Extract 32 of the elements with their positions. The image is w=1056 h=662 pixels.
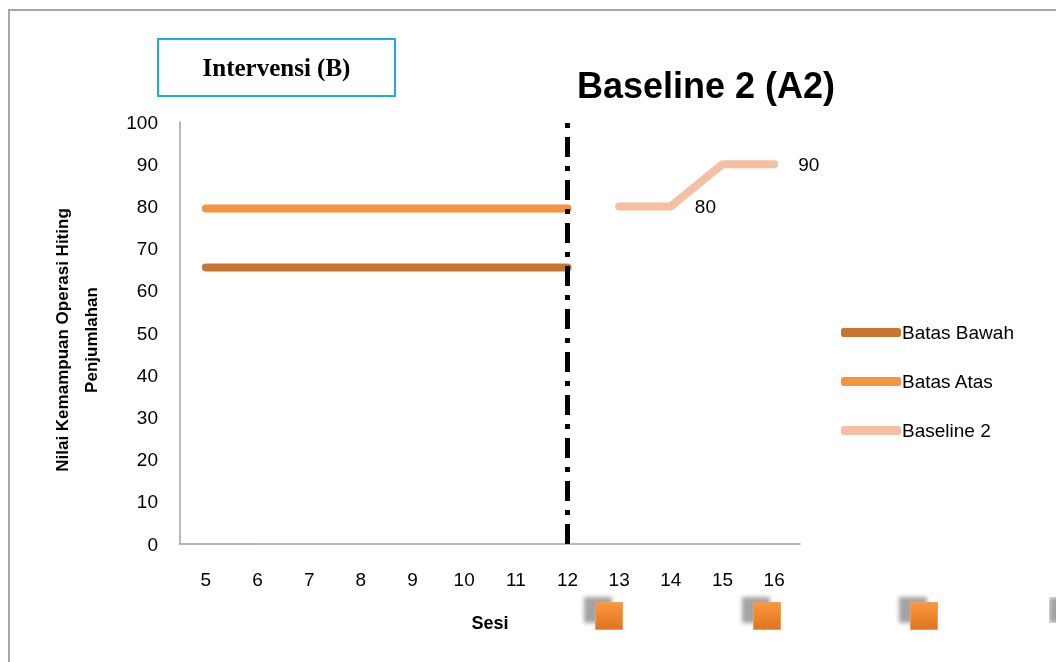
x-tick-label: 12	[556, 569, 579, 590]
data-label: 80	[694, 195, 716, 217]
legend-label: Batas Bawah	[902, 322, 1014, 343]
y-tick-label: 50	[136, 322, 158, 344]
y-tick-label: 100	[126, 111, 158, 133]
x-tick-label: 14	[660, 569, 682, 590]
legend-label: Baseline 2	[902, 420, 991, 441]
data-label: 90	[798, 153, 820, 175]
y-tick-label: 90	[136, 153, 158, 175]
x-axis-title: Sesi	[471, 613, 509, 633]
text: Intervensi (B)	[202, 54, 351, 82]
y-tick-label: 30	[136, 406, 158, 428]
text: Baseline 2 (A2)	[576, 64, 836, 106]
y-tick-label: 10	[136, 491, 158, 513]
x-tick-label: 9	[407, 569, 418, 590]
y-tick-label: 40	[136, 364, 158, 386]
y-tick-label: 80	[136, 195, 158, 217]
x-tick-label: 10	[453, 569, 475, 590]
y-tick-label: 20	[136, 449, 158, 471]
y-tick-label: 0	[147, 533, 158, 555]
x-tick-label: 8	[355, 569, 367, 590]
x-tick-label: 16	[763, 569, 785, 590]
y-axis-title: Nilai Kemampuan Operasi Hiting Penjumlahan	[52, 207, 102, 474]
x-tick-label: 7	[303, 569, 315, 590]
x-tick-label: 15	[711, 569, 734, 590]
x-tick-label: 6	[252, 569, 263, 590]
x-tick-label: 13	[608, 569, 630, 590]
x-tick-label: 5	[200, 569, 212, 590]
y-tick-label: 60	[136, 280, 158, 302]
y-tick-label: 70	[136, 238, 158, 260]
x-tick-label: 11	[505, 569, 526, 590]
legend-label: Batas Atas	[902, 371, 993, 392]
